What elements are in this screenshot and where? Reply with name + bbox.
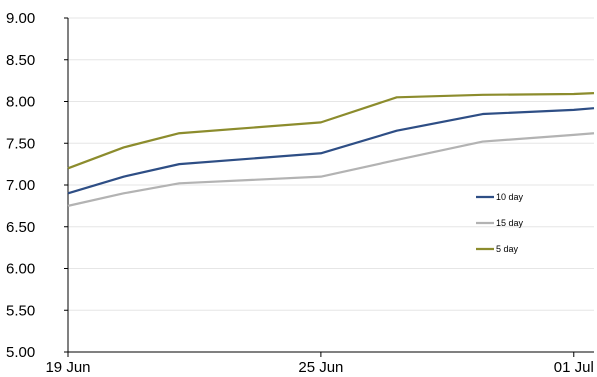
series-line-15-day bbox=[67, 132, 595, 207]
legend-label: 15 day bbox=[496, 218, 524, 228]
legend: 10 day 15 day 5 day bbox=[476, 192, 524, 254]
series-line-10-day bbox=[67, 107, 595, 195]
series-line-5-day bbox=[67, 92, 595, 170]
y-tick-label: 6.00 bbox=[6, 261, 35, 278]
y-tick-label: 6.50 bbox=[6, 219, 35, 236]
legend-label: 10 day bbox=[496, 192, 524, 202]
x-tick-label: 01 Jul bbox=[554, 359, 594, 376]
x-tick-label: 19 Jun bbox=[45, 359, 90, 376]
y-tick-label: 5.50 bbox=[6, 302, 35, 319]
y-tick-label: 8.50 bbox=[6, 52, 35, 69]
y-axis-ticks: 5.00 5.50 6.00 6.50 7.00 7.50 8.00 8.50 9.00 bbox=[6, 10, 68, 361]
y-tick-label: 9.00 bbox=[6, 10, 35, 27]
x-tick-label: 25 Jun bbox=[298, 359, 343, 376]
y-tick-label: 5.00 bbox=[6, 344, 35, 361]
y-tick-label: 8.00 bbox=[6, 94, 35, 111]
y-tick-label: 7.00 bbox=[6, 177, 35, 194]
series-lines bbox=[67, 92, 595, 207]
legend-label: 5 day bbox=[496, 244, 519, 254]
x-axis-ticks: 19 Jun 25 Jun 01 Jul bbox=[45, 352, 594, 376]
y-tick-label: 7.50 bbox=[6, 135, 35, 152]
gridlines bbox=[68, 17, 594, 311]
